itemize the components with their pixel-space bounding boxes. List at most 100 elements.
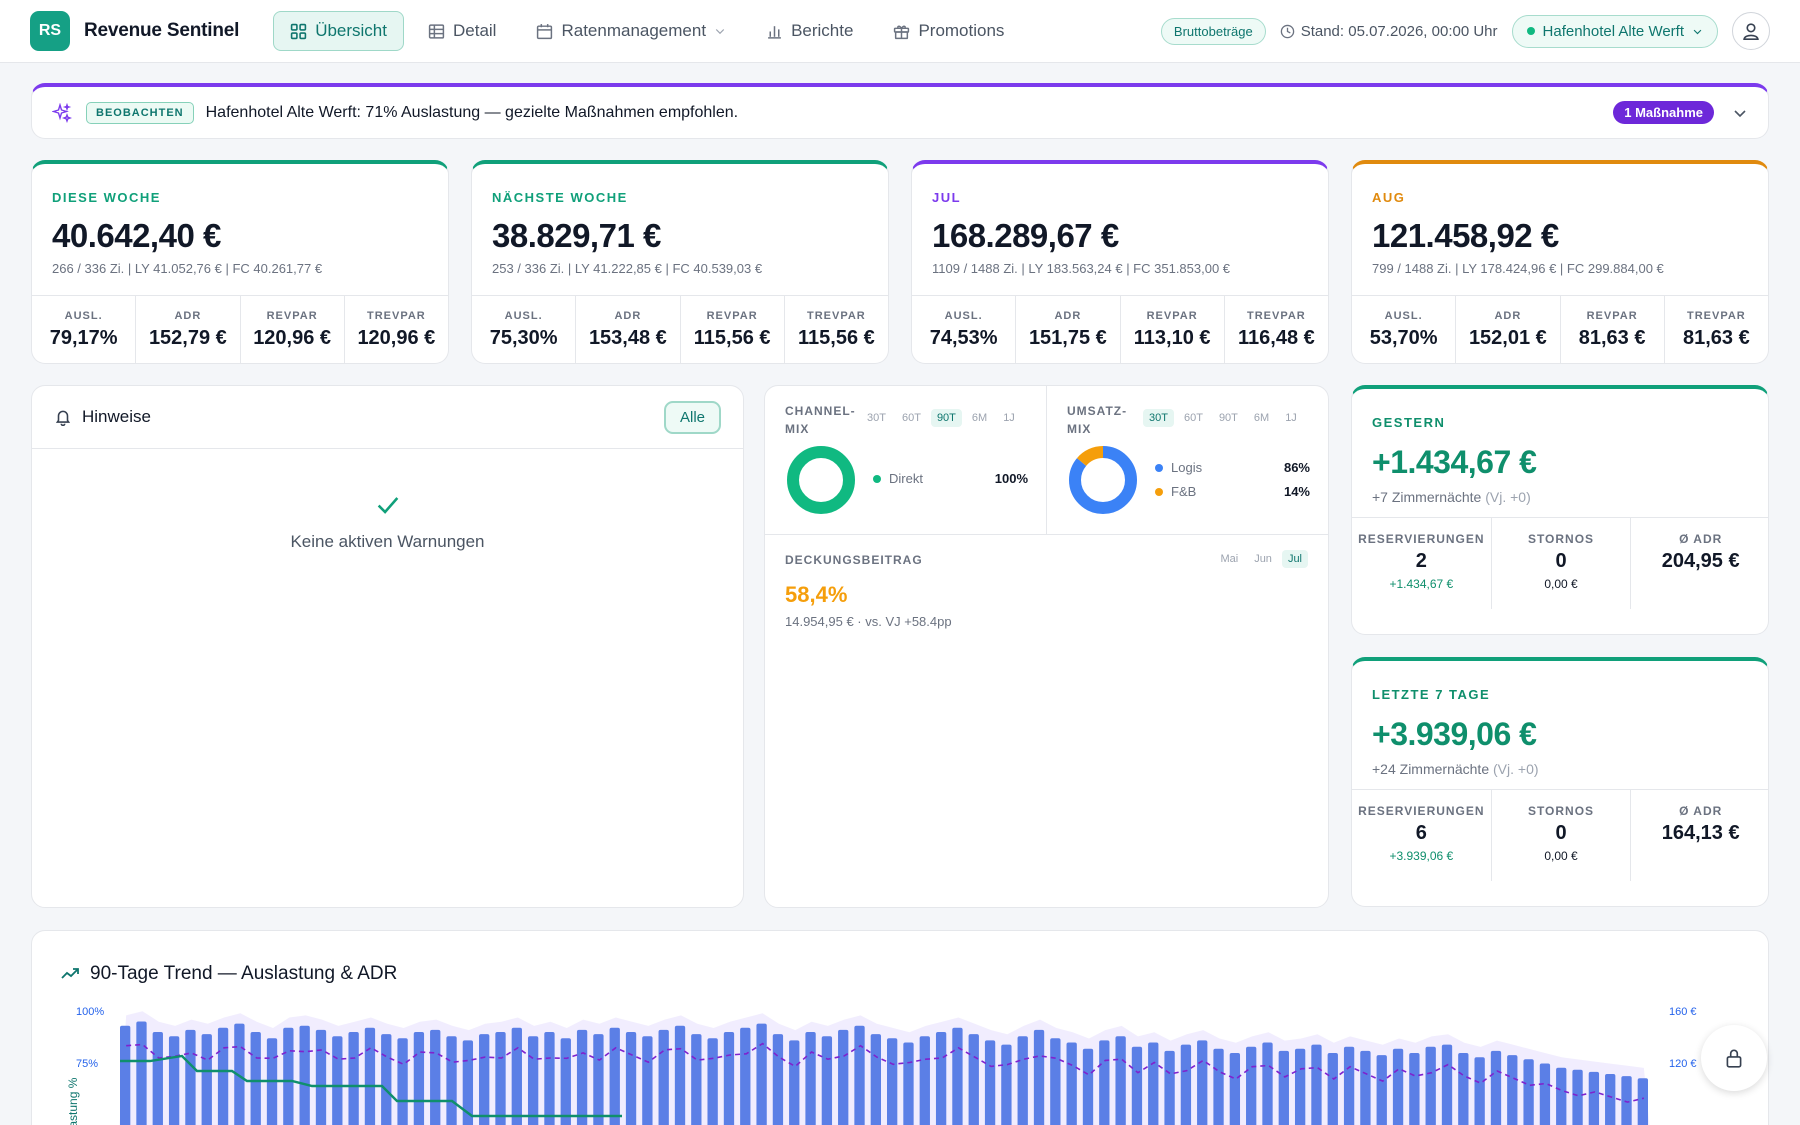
occupancy-bar[interactable] bbox=[887, 1038, 898, 1125]
occupancy-bar[interactable] bbox=[1539, 1063, 1551, 1125]
occupancy-bar[interactable] bbox=[658, 1029, 669, 1125]
occupancy-bar[interactable] bbox=[1033, 1029, 1045, 1125]
occupancy-bar[interactable] bbox=[1001, 1044, 1012, 1125]
kpi-card[interactable]: DIESE WOCHE 40.642,40 € 266 / 336 Zi. | … bbox=[31, 160, 449, 364]
tab-60t[interactable]: 60T bbox=[1183, 412, 1203, 424]
occupancy-bar[interactable] bbox=[299, 1025, 310, 1125]
nav-item-promotions[interactable]: Promotions bbox=[877, 11, 1020, 51]
occupancy-bar[interactable] bbox=[870, 1034, 881, 1125]
occupancy-bar[interactable] bbox=[674, 1025, 686, 1125]
occupancy-bar[interactable] bbox=[1490, 1050, 1502, 1125]
occupancy-bar[interactable] bbox=[201, 1034, 212, 1125]
occupancy-bar[interactable] bbox=[1148, 1042, 1159, 1125]
kpi-card[interactable]: AUG 121.458,92 € 799 / 1488 Zi. | LY 178… bbox=[1351, 160, 1769, 364]
occupancy-bar[interactable] bbox=[1523, 1059, 1534, 1125]
occupancy-bar[interactable] bbox=[1131, 1046, 1143, 1125]
occupancy-bar[interactable] bbox=[1588, 1071, 1600, 1125]
occupancy-bar[interactable] bbox=[527, 1036, 539, 1125]
occupancy-bar[interactable] bbox=[707, 1038, 718, 1125]
tab-30t[interactable]: 30T bbox=[867, 412, 886, 424]
occupancy-bar[interactable] bbox=[1017, 1036, 1028, 1125]
occupancy-bar[interactable] bbox=[1066, 1042, 1077, 1125]
tab-30t[interactable]: 30T bbox=[1143, 409, 1174, 427]
occupancy-bar[interactable] bbox=[854, 1025, 865, 1125]
tab-1j[interactable]: 1J bbox=[1285, 412, 1297, 424]
occupancy-bar[interactable] bbox=[1441, 1044, 1453, 1125]
occupancy-bar[interactable] bbox=[805, 1032, 816, 1125]
occupancy-bar[interactable] bbox=[168, 1036, 180, 1125]
occupancy-bar[interactable] bbox=[1213, 1048, 1224, 1125]
occupancy-bar[interactable] bbox=[609, 1027, 620, 1125]
occupancy-bar[interactable] bbox=[511, 1027, 522, 1125]
tab-jul[interactable]: Jul bbox=[1281, 550, 1308, 568]
occupancy-bar[interactable] bbox=[1605, 1074, 1616, 1125]
occupancy-bar[interactable] bbox=[1294, 1048, 1306, 1125]
occupancy-bar[interactable] bbox=[1082, 1048, 1094, 1125]
chevron-down-icon[interactable] bbox=[1732, 105, 1748, 121]
tab-6m[interactable]: 6M bbox=[1253, 412, 1270, 424]
occupancy-bar[interactable] bbox=[332, 1036, 343, 1125]
occupancy-bar[interactable] bbox=[1458, 1053, 1469, 1125]
occupancy-bar[interactable] bbox=[593, 1034, 604, 1125]
occupancy-bar[interactable] bbox=[1360, 1050, 1371, 1125]
occupancy-bar[interactable] bbox=[1392, 1048, 1404, 1125]
occupancy-bar[interactable] bbox=[1507, 1055, 1518, 1125]
occupancy-bar[interactable] bbox=[1311, 1044, 1322, 1125]
occupancy-bar[interactable] bbox=[642, 1036, 653, 1125]
occupancy-bar[interactable] bbox=[1246, 1046, 1257, 1125]
nav-item-berichte[interactable]: Berichte bbox=[750, 11, 869, 51]
kpi-card[interactable]: JUL 168.289,67 € 1109 / 1488 Zi. | LY 18… bbox=[911, 160, 1329, 364]
user-avatar[interactable] bbox=[1732, 12, 1770, 50]
occupancy-bar[interactable] bbox=[1556, 1067, 1567, 1125]
occupancy-bar[interactable] bbox=[217, 1027, 229, 1125]
occupancy-bar[interactable] bbox=[479, 1034, 490, 1125]
occupancy-bar[interactable] bbox=[984, 1040, 996, 1125]
tab-90t[interactable]: 90T bbox=[1218, 412, 1238, 424]
occupancy-bar[interactable] bbox=[413, 1032, 425, 1125]
gross-amounts-badge[interactable]: Bruttobeträge bbox=[1160, 17, 1266, 45]
hotel-selector[interactable]: Hafenhotel Alte Werft bbox=[1511, 14, 1718, 48]
nav-item-uebersicht[interactable]: Übersicht bbox=[273, 11, 404, 51]
occupancy-bar[interactable] bbox=[315, 1029, 327, 1125]
alerts-filter-button[interactable]: Alle bbox=[663, 400, 721, 434]
occupancy-bar[interactable] bbox=[1262, 1042, 1273, 1125]
occupancy-bar[interactable] bbox=[495, 1032, 506, 1125]
tab-90t[interactable]: 90T bbox=[930, 409, 962, 427]
occupancy-bar[interactable] bbox=[740, 1027, 751, 1125]
occupancy-bar[interactable] bbox=[1327, 1053, 1338, 1125]
occupancy-bar[interactable] bbox=[625, 1032, 637, 1125]
occupancy-bar[interactable] bbox=[1474, 1057, 1485, 1125]
occupancy-bar[interactable] bbox=[756, 1023, 767, 1125]
occupancy-bar[interactable] bbox=[1229, 1053, 1241, 1125]
occupancy-bar[interactable] bbox=[250, 1032, 261, 1125]
occupancy-bar[interactable] bbox=[1343, 1046, 1355, 1125]
tab-mai[interactable]: Mai bbox=[1220, 553, 1239, 565]
occupancy-bar[interactable] bbox=[136, 1021, 147, 1125]
occupancy-bar[interactable] bbox=[821, 1036, 833, 1125]
occupancy-bar[interactable] bbox=[968, 1034, 979, 1125]
occupancy-bar[interactable] bbox=[576, 1029, 588, 1125]
occupancy-bar[interactable] bbox=[1180, 1044, 1192, 1125]
occupancy-bar[interactable] bbox=[1278, 1050, 1289, 1125]
occupancy-bar[interactable] bbox=[903, 1042, 914, 1125]
occupancy-bar[interactable] bbox=[1572, 1069, 1583, 1125]
occupancy-bar[interactable] bbox=[919, 1036, 930, 1125]
occupancy-bar[interactable] bbox=[544, 1032, 555, 1125]
occupancy-bar[interactable] bbox=[152, 1032, 163, 1125]
nav-item-ratenmanagement[interactable]: Ratenmanagement bbox=[520, 11, 742, 51]
occupancy-bar[interactable] bbox=[1409, 1053, 1420, 1125]
occupancy-bar[interactable] bbox=[283, 1027, 294, 1125]
occupancy-bar[interactable] bbox=[952, 1027, 963, 1125]
measures-count-badge[interactable]: 1 Maßnahme bbox=[1613, 101, 1714, 124]
tab-6m[interactable]: 6M bbox=[971, 412, 988, 424]
occupancy-bar[interactable] bbox=[560, 1038, 571, 1125]
occupancy-bar[interactable] bbox=[1425, 1046, 1436, 1125]
occupancy-bar[interactable] bbox=[234, 1023, 245, 1125]
occupancy-bar[interactable] bbox=[935, 1032, 947, 1125]
occupancy-bar[interactable] bbox=[723, 1032, 735, 1125]
occupancy-bar[interactable] bbox=[446, 1036, 457, 1125]
occupancy-bar[interactable] bbox=[1050, 1038, 1061, 1125]
occupancy-bar[interactable] bbox=[838, 1029, 849, 1125]
occupancy-bar[interactable] bbox=[691, 1034, 702, 1125]
occupancy-bar[interactable] bbox=[381, 1034, 392, 1125]
